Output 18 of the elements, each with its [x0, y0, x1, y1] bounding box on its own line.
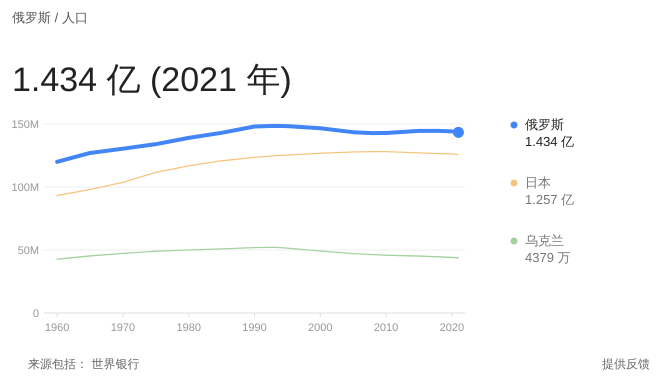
y-tick-label: 100M: [11, 182, 39, 194]
x-tick-label: 1990: [242, 322, 267, 334]
legend-label: 乌克兰: [525, 233, 564, 248]
y-tick-label: 50M: [18, 245, 39, 257]
text: 来源包括： 世界银行: [28, 357, 140, 371]
x-tick-label: 2020: [440, 322, 464, 334]
x-tick-label: 1960: [44, 322, 70, 334]
x-tick-label: 2010: [374, 322, 398, 334]
y-tick-label: 150M: [11, 119, 39, 131]
y-tick-label: 0: [32, 308, 39, 320]
chart-title: 1.434 亿 (2021 年): [12, 61, 292, 99]
legend-label: 日本: [525, 175, 551, 190]
x-tick-label: 2000: [308, 322, 333, 334]
x-tick-label: 1980: [176, 322, 201, 334]
x-tick-label: 1970: [110, 322, 136, 334]
legend-label: 俄罗斯: [525, 117, 564, 132]
chart-subtitle: 俄罗斯 / 人口: [12, 10, 88, 25]
text: 提供反馈: [602, 357, 650, 371]
